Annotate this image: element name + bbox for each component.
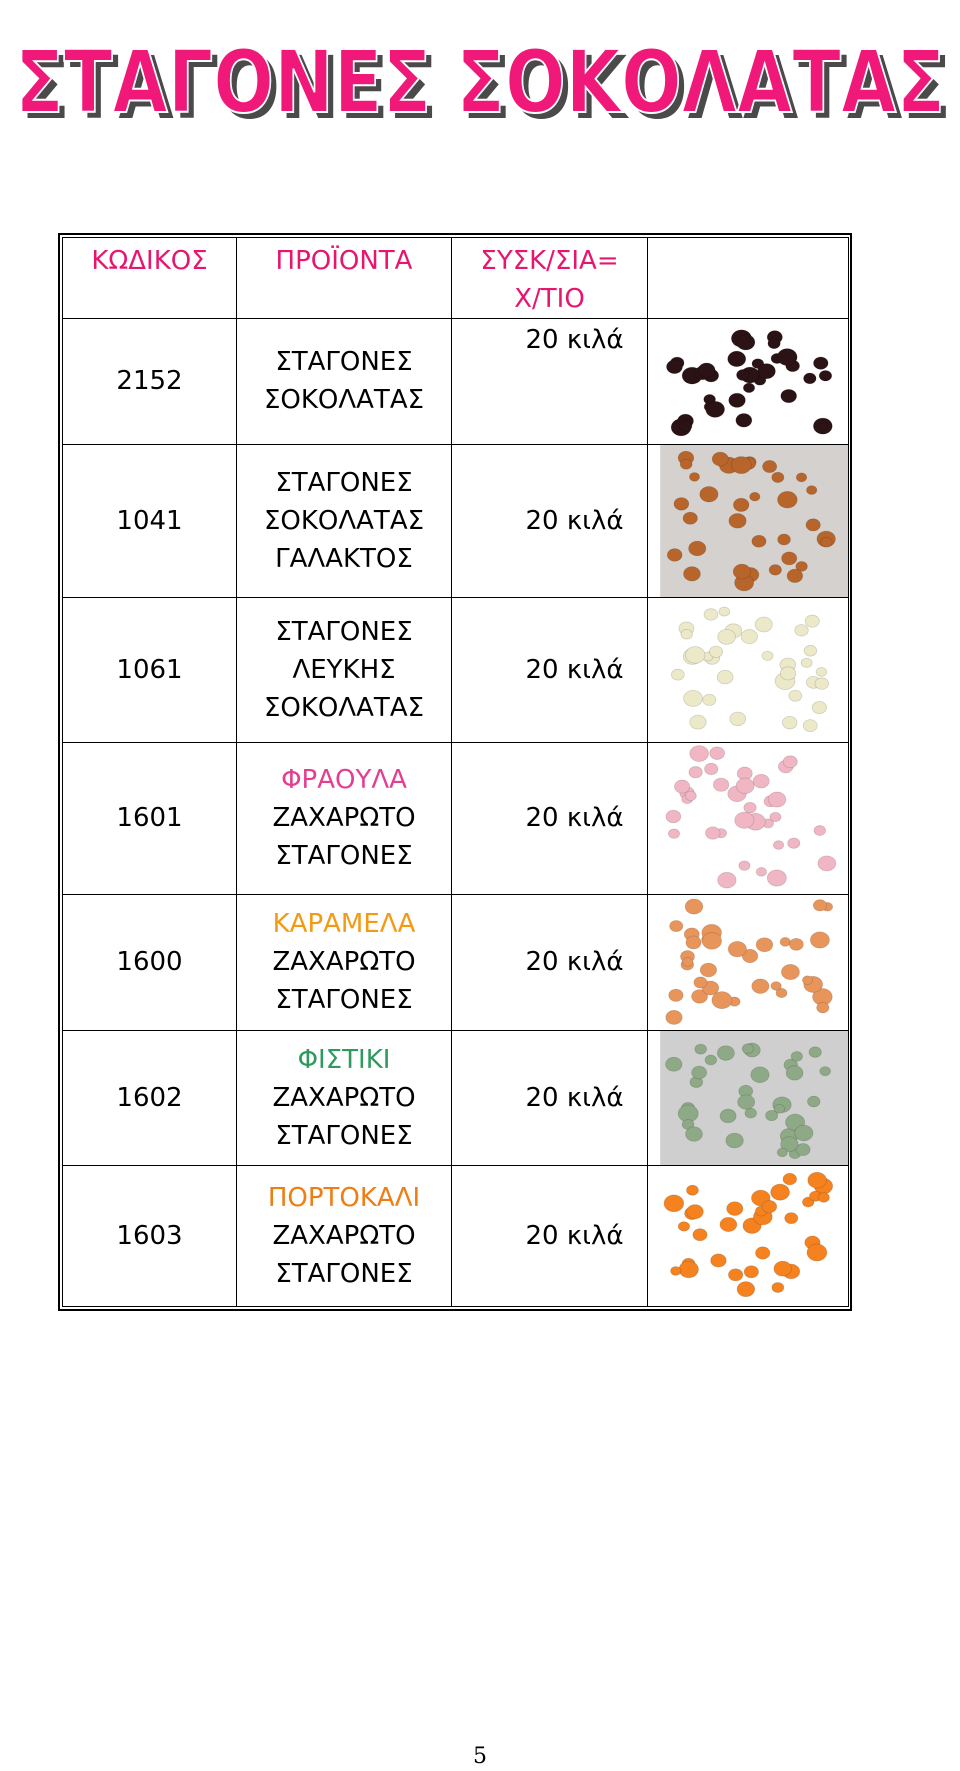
product-name-line: ΣΟΚΟΛΑΤΑΣ bbox=[263, 693, 425, 724]
header-product-label: ΠΡΟΪΟΝΤΑ bbox=[275, 246, 413, 276]
product-code: 1041 bbox=[116, 506, 183, 536]
packaging-weight: 20 κιλά bbox=[525, 803, 624, 834]
page-title-art: ΣΤΑΓΟΝΕΣ ΣΟΚΟΛΑΤΑΣ ΣΤΑΓΟΝΕΣ ΣΟΚΟΛΑΤΑΣ bbox=[14, 32, 951, 139]
product-name-cell: ΣΤΑΓΟΝΕΣ ΛΕΥΚΗΣ ΣΟΚΟΛΑΤΑΣ bbox=[236, 597, 452, 744]
packaging-cell: 20 κιλά bbox=[451, 318, 648, 445]
packaging-cell: 20 κιλά bbox=[451, 1029, 648, 1166]
product-flavor: ΦΡΑΟΥΛΑ bbox=[281, 765, 407, 796]
product-name-line: ΖΑΧΑΡΩΤΟ bbox=[272, 1082, 416, 1113]
product-image-cell bbox=[647, 1029, 849, 1166]
table-row: 1041 ΣΤΑΓΟΝΕΣ ΣΟΚΟΛΑΤΑΣ ΓΑΛΑΚΤΟΣ 20 κιλά bbox=[62, 443, 849, 599]
milk-chocolate-drops-icon bbox=[660, 444, 848, 598]
product-code: 1602 bbox=[116, 1082, 183, 1113]
white-chocolate-drops-icon bbox=[660, 598, 848, 743]
page-title: ΣΤΑΓΟΝΕΣ ΣΟΚΟΛΑΤΑΣ ΣΤΑΓΟΝΕΣ ΣΟΚΟΛΑΤΑΣ bbox=[0, 0, 960, 150]
header-image bbox=[647, 237, 849, 319]
product-code: 1061 bbox=[116, 655, 183, 686]
product-name-cell: ΠΟΡΤΟΚΑΛΙ ΖΑΧΑΡΩΤΟ ΣΤΑΓΟΝΕΣ bbox=[236, 1164, 452, 1307]
product-code: 2152 bbox=[116, 366, 183, 397]
product-name-line: ΛΕΥΚΗΣ bbox=[292, 655, 396, 686]
header-packaging-line1: ΣΥΣΚ/ΣΙΑ= bbox=[480, 246, 619, 276]
packaging-weight: 20 κιλά bbox=[525, 1220, 624, 1251]
product-name-line: ΣΤΑΓΟΝΕΣ bbox=[275, 841, 413, 872]
product-name-line: ΣΟΚΟΛΑΤΑΣ bbox=[263, 385, 425, 416]
product-table-frame: ΚΩΔΙΚΟΣ ΠΡΟΪΟΝΤΑ ΣΥΣΚ/ΣΙΑ= Χ/ΤΙΟ 2152 ΣΤΑ… bbox=[58, 233, 852, 1311]
product-name-line: ΖΑΧΑΡΩΤΟ bbox=[272, 947, 416, 978]
page-title-text: ΣΤΑΓΟΝΕΣ ΣΟΚΟΛΑΤΑΣ bbox=[15, 33, 945, 133]
header-code: ΚΩΔΙΚΟΣ bbox=[62, 237, 237, 319]
packaging-cell: 20 κιλά bbox=[451, 742, 648, 895]
product-table: ΚΩΔΙΚΟΣ ΠΡΟΪΟΝΤΑ ΣΥΣΚ/ΣΙΑ= Χ/ΤΙΟ 2152 ΣΤΑ… bbox=[62, 237, 849, 1307]
product-flavor: ΚΑΡΑΜΕΛΑ bbox=[272, 909, 416, 940]
product-code-cell: 1061 bbox=[62, 597, 237, 744]
product-flavor: ΠΟΡΤΟΚΑΛΙ bbox=[267, 1182, 421, 1213]
dark-chocolate-drops-icon bbox=[660, 319, 848, 444]
strawberry-drops-icon bbox=[660, 743, 848, 894]
product-image-cell bbox=[647, 1164, 849, 1307]
product-code-cell: 1041 bbox=[62, 443, 237, 599]
header-code-label: ΚΩΔΙΚΟΣ bbox=[91, 246, 208, 276]
page-number: 5 bbox=[473, 1744, 487, 1769]
table-row: 1602 ΦΙΣΤΙΚΙ ΖΑΧΑΡΩΤΟ ΣΤΑΓΟΝΕΣ 20 κιλά bbox=[62, 1029, 849, 1166]
packaging-cell: 20 κιλά bbox=[451, 893, 648, 1031]
table-header-row: ΚΩΔΙΚΟΣ ΠΡΟΪΟΝΤΑ ΣΥΣΚ/ΣΙΑ= Χ/ΤΙΟ bbox=[62, 237, 849, 319]
product-name-line: ΣΤΑΓΟΝΕΣ bbox=[275, 1120, 413, 1151]
packaging-cell: 20 κιλά bbox=[451, 1164, 648, 1307]
product-name-line: ΖΑΧΑΡΩΤΟ bbox=[272, 1220, 416, 1251]
product-code-cell: 2152 bbox=[62, 318, 237, 445]
packaging-weight: 20 κιλά bbox=[525, 655, 624, 686]
product-name-cell: ΦΡΑΟΥΛΑ ΖΑΧΑΡΩΤΟ ΣΤΑΓΟΝΕΣ bbox=[236, 742, 452, 895]
product-name-line: ΣΟΚΟΛΑΤΑΣ bbox=[263, 506, 425, 536]
pistachio-drops-icon bbox=[660, 1030, 848, 1165]
header-product: ΠΡΟΪΟΝΤΑ bbox=[236, 237, 452, 319]
product-code-cell: 1602 bbox=[62, 1029, 237, 1166]
product-code: 1601 bbox=[116, 803, 183, 834]
packaging-weight: 20 κιλά bbox=[525, 1082, 624, 1113]
product-name-cell: ΣΤΑΓΟΝΕΣ ΣΟΚΟΛΑΤΑΣ ΓΑΛΑΚΤΟΣ bbox=[236, 443, 452, 599]
product-code-cell: 1603 bbox=[62, 1164, 237, 1307]
product-code-cell: 1600 bbox=[62, 893, 237, 1031]
product-image-cell bbox=[647, 318, 849, 445]
table-row: 1601 ΦΡΑΟΥΛΑ ΖΑΧΑΡΩΤΟ ΣΤΑΓΟΝΕΣ 20 κιλά bbox=[62, 742, 849, 895]
header-packaging: ΣΥΣΚ/ΣΙΑ= Χ/ΤΙΟ bbox=[451, 237, 648, 319]
table-row: 1600 ΚΑΡΑΜΕΛΑ ΖΑΧΑΡΩΤΟ ΣΤΑΓΟΝΕΣ 20 κιλά bbox=[62, 893, 849, 1031]
packaging-weight: 20 κιλά bbox=[525, 325, 624, 355]
product-name-line: ΣΤΑΓΟΝΕΣ bbox=[275, 985, 413, 1016]
product-name-cell: ΦΙΣΤΙΚΙ ΖΑΧΑΡΩΤΟ ΣΤΑΓΟΝΕΣ bbox=[236, 1029, 452, 1166]
product-name-line: ΓΑΛΑΚΤΟΣ bbox=[275, 544, 413, 574]
product-name-line: ΣΤΑΓΟΝΕΣ bbox=[275, 347, 413, 378]
packaging-cell: 20 κιλά bbox=[451, 443, 648, 599]
product-name-cell: ΚΑΡΑΜΕΛΑ ΖΑΧΑΡΩΤΟ ΣΤΑΓΟΝΕΣ bbox=[236, 893, 452, 1031]
orange-drops-icon bbox=[660, 1165, 848, 1306]
product-code-cell: 1601 bbox=[62, 742, 237, 895]
product-code: 1603 bbox=[116, 1220, 183, 1251]
page-title-shadow: ΣΤΑΓΟΝΕΣ ΣΟΚΟΛΑΤΑΣ bbox=[21, 39, 951, 139]
packaging-weight: 20 κιλά bbox=[525, 506, 624, 536]
table-row: 1603 ΠΟΡΤΟΚΑΛΙ ΖΑΧΑΡΩΤΟ ΣΤΑΓΟΝΕΣ 20 κιλά bbox=[62, 1164, 849, 1307]
packaging-weight: 20 κιλά bbox=[525, 947, 624, 978]
packaging-cell: 20 κιλά bbox=[451, 597, 648, 744]
product-name-cell: ΣΤΑΓΟΝΕΣ ΣΟΚΟΛΑΤΑΣ bbox=[236, 318, 452, 445]
product-code: 1600 bbox=[116, 947, 183, 978]
product-image-cell bbox=[647, 597, 849, 744]
table-row: 2152 ΣΤΑΓΟΝΕΣ ΣΟΚΟΛΑΤΑΣ 20 κιλά bbox=[62, 318, 849, 445]
table-row: 1061 ΣΤΑΓΟΝΕΣ ΛΕΥΚΗΣ ΣΟΚΟΛΑΤΑΣ 20 κιλά bbox=[62, 597, 849, 744]
product-name-line: ΣΤΑΓΟΝΕΣ bbox=[275, 617, 413, 648]
product-image-cell bbox=[647, 893, 849, 1031]
caramel-drops-icon bbox=[660, 894, 848, 1030]
product-name-line: ΣΤΑΓΟΝΕΣ bbox=[275, 1258, 413, 1289]
product-flavor: ΦΙΣΤΙΚΙ bbox=[297, 1044, 391, 1075]
product-image-cell bbox=[647, 742, 849, 895]
header-packaging-line2: Χ/ΤΙΟ bbox=[514, 284, 585, 314]
product-image-cell bbox=[647, 443, 849, 599]
product-name-line: ΣΤΑΓΟΝΕΣ bbox=[275, 468, 413, 498]
product-name-line: ΖΑΧΑΡΩΤΟ bbox=[272, 803, 416, 834]
